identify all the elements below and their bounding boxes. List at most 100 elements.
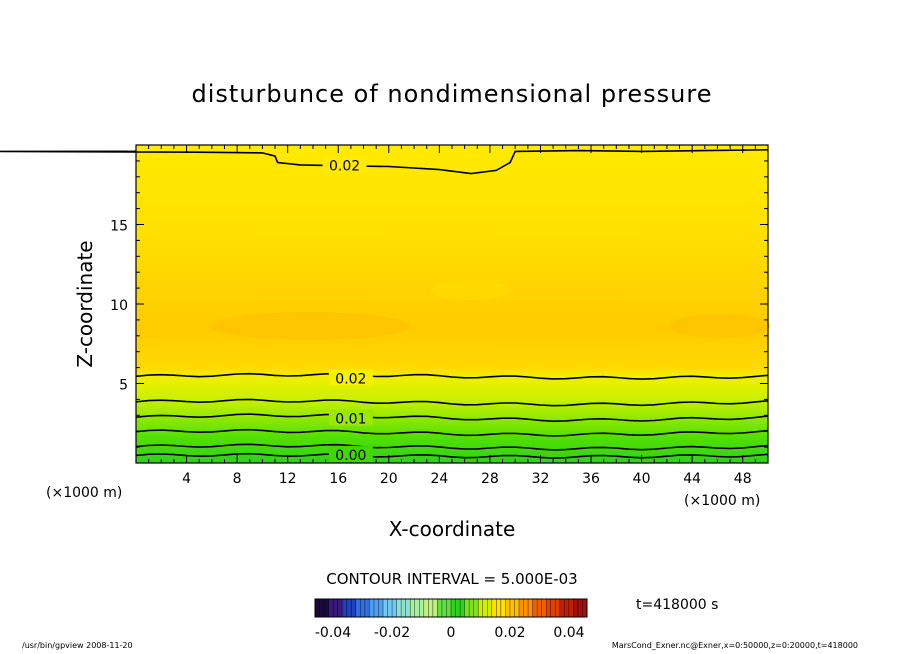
x-tick-label: 32 bbox=[532, 471, 550, 487]
chart-title: disturbunce of nondimensional pressure bbox=[192, 80, 713, 108]
colorbar-cell bbox=[378, 599, 384, 617]
colorbar-cell bbox=[351, 599, 357, 617]
colorbar-cell bbox=[491, 599, 497, 617]
contour-label: 0.02 bbox=[329, 159, 360, 175]
colorbar-cell bbox=[478, 599, 484, 617]
colorbar-cell bbox=[414, 599, 420, 617]
colorbar-cell bbox=[319, 599, 325, 617]
x-tick-label: 16 bbox=[329, 471, 347, 487]
colorbar-cell bbox=[401, 599, 407, 617]
colorbar-cell bbox=[373, 599, 379, 617]
contour-interval-label: CONTOUR INTERVAL = 5.000E-03 bbox=[326, 570, 577, 588]
time-label: t=418000 s bbox=[636, 597, 718, 613]
colorbar-cell bbox=[577, 599, 583, 617]
colorbar-cell bbox=[337, 599, 343, 617]
contour-label: 0.02 bbox=[335, 372, 366, 388]
colorbar-cell bbox=[387, 599, 393, 617]
colorbar-cell bbox=[328, 599, 334, 617]
colorbar-cell bbox=[500, 599, 506, 617]
colorbar-cell bbox=[496, 599, 502, 617]
y-tick-label: 15 bbox=[110, 219, 128, 235]
colorbar-cell bbox=[564, 599, 570, 617]
colorbar-cell bbox=[342, 599, 348, 617]
colorbar-cell bbox=[441, 599, 447, 617]
x-tick-label: 20 bbox=[380, 471, 398, 487]
pressure-blob-left bbox=[210, 312, 410, 340]
x-unit-left: (×1000 m) bbox=[46, 485, 122, 501]
colorbar-cell bbox=[509, 599, 515, 617]
colorbar-cell bbox=[419, 599, 425, 617]
colorbar-cell bbox=[360, 599, 366, 617]
y-axis-ticks: 5 10 15 bbox=[110, 160, 768, 448]
colorbar-cell bbox=[519, 599, 525, 617]
y-axis-label: Z-coordinate bbox=[73, 240, 97, 367]
colorbar-cell bbox=[432, 599, 438, 617]
colorbar-cell bbox=[528, 599, 534, 617]
contour-lines bbox=[0, 149, 769, 459]
colorbar-cell bbox=[541, 599, 547, 617]
contour-line bbox=[135, 413, 769, 423]
colorbar-cell bbox=[392, 599, 398, 617]
contour-label: 0.01 bbox=[335, 411, 366, 427]
colorbar-cell bbox=[446, 599, 452, 617]
x-axis-ticks: 4 8 12 16 20 24 28 32 36 40 44 48 bbox=[148, 145, 756, 487]
colorbar-cell bbox=[346, 599, 352, 617]
colorbar-cell bbox=[324, 599, 330, 617]
contour-label-bg bbox=[328, 409, 373, 426]
colorbar-cell bbox=[460, 599, 466, 617]
colorbar-cell bbox=[555, 599, 561, 617]
colorbar-cell bbox=[355, 599, 361, 617]
x-tick-label: 8 bbox=[233, 471, 242, 487]
colorbar-cell bbox=[437, 599, 443, 617]
pressure-blob-right bbox=[670, 314, 770, 338]
contour-line bbox=[135, 443, 769, 451]
x-tick-label: 44 bbox=[683, 471, 701, 487]
colorbar-cell bbox=[423, 599, 429, 617]
footer-left: /usr/bin/gpview 2008-11-20 bbox=[22, 641, 133, 650]
x-tick-label: 4 bbox=[182, 471, 191, 487]
colorbar-cell bbox=[383, 599, 389, 617]
contour-label-bg bbox=[322, 156, 367, 173]
colorbar-cell bbox=[315, 599, 321, 617]
colorbar-cell bbox=[405, 599, 411, 617]
footer-right: MarsCond_Exner.nc@Exner,x=0:50000,z=0:20… bbox=[611, 641, 858, 650]
contour-line bbox=[135, 372, 769, 380]
colorbar-cell bbox=[364, 599, 370, 617]
contour-label-bg bbox=[328, 446, 373, 463]
colorbar-cell bbox=[469, 599, 475, 617]
colorbar-tick-label: 0.04 bbox=[553, 625, 584, 641]
x-tick-label: 12 bbox=[279, 471, 297, 487]
colorbar-cell bbox=[505, 599, 511, 617]
contour-line bbox=[135, 398, 769, 407]
colorbar-cell bbox=[455, 599, 461, 617]
x-axis-label: X-coordinate bbox=[389, 517, 516, 541]
x-tick-label: 24 bbox=[430, 471, 448, 487]
colorbar-tick-label: -0.04 bbox=[315, 625, 351, 641]
x-tick-label: 28 bbox=[481, 471, 499, 487]
contour-labels: 0.02 0.02 0.01 0.00 bbox=[322, 156, 373, 464]
x-tick-label: 36 bbox=[582, 471, 600, 487]
colorbar-tick-label: 0 bbox=[447, 625, 456, 641]
colorbar-cell bbox=[568, 599, 574, 617]
x-unit-right: (×1000 m) bbox=[684, 493, 760, 509]
colorbar-cell bbox=[464, 599, 470, 617]
colorbar-ticks: -0.04 -0.02 0 0.02 0.04 bbox=[315, 625, 585, 641]
x-tick-label: 48 bbox=[734, 471, 752, 487]
colorbar-cell bbox=[428, 599, 434, 617]
colorbar-tick-label: -0.02 bbox=[374, 625, 410, 641]
plot-field bbox=[136, 145, 768, 463]
colorbar-cell bbox=[410, 599, 416, 617]
colorbar-cell bbox=[333, 599, 339, 617]
colorbar bbox=[314, 599, 588, 617]
colorbar-cell bbox=[396, 599, 402, 617]
colorbar-cell bbox=[487, 599, 493, 617]
colorbar-tick-label: 0.02 bbox=[494, 625, 525, 641]
contour-label: 0.00 bbox=[335, 448, 366, 464]
colorbar-cell bbox=[451, 599, 457, 617]
colorbar-cell bbox=[532, 599, 538, 617]
colorbar-cell bbox=[559, 599, 565, 617]
pressure-blob-upper bbox=[430, 280, 510, 300]
colorbar-cell bbox=[514, 599, 520, 617]
colorbar-cell bbox=[369, 599, 375, 617]
